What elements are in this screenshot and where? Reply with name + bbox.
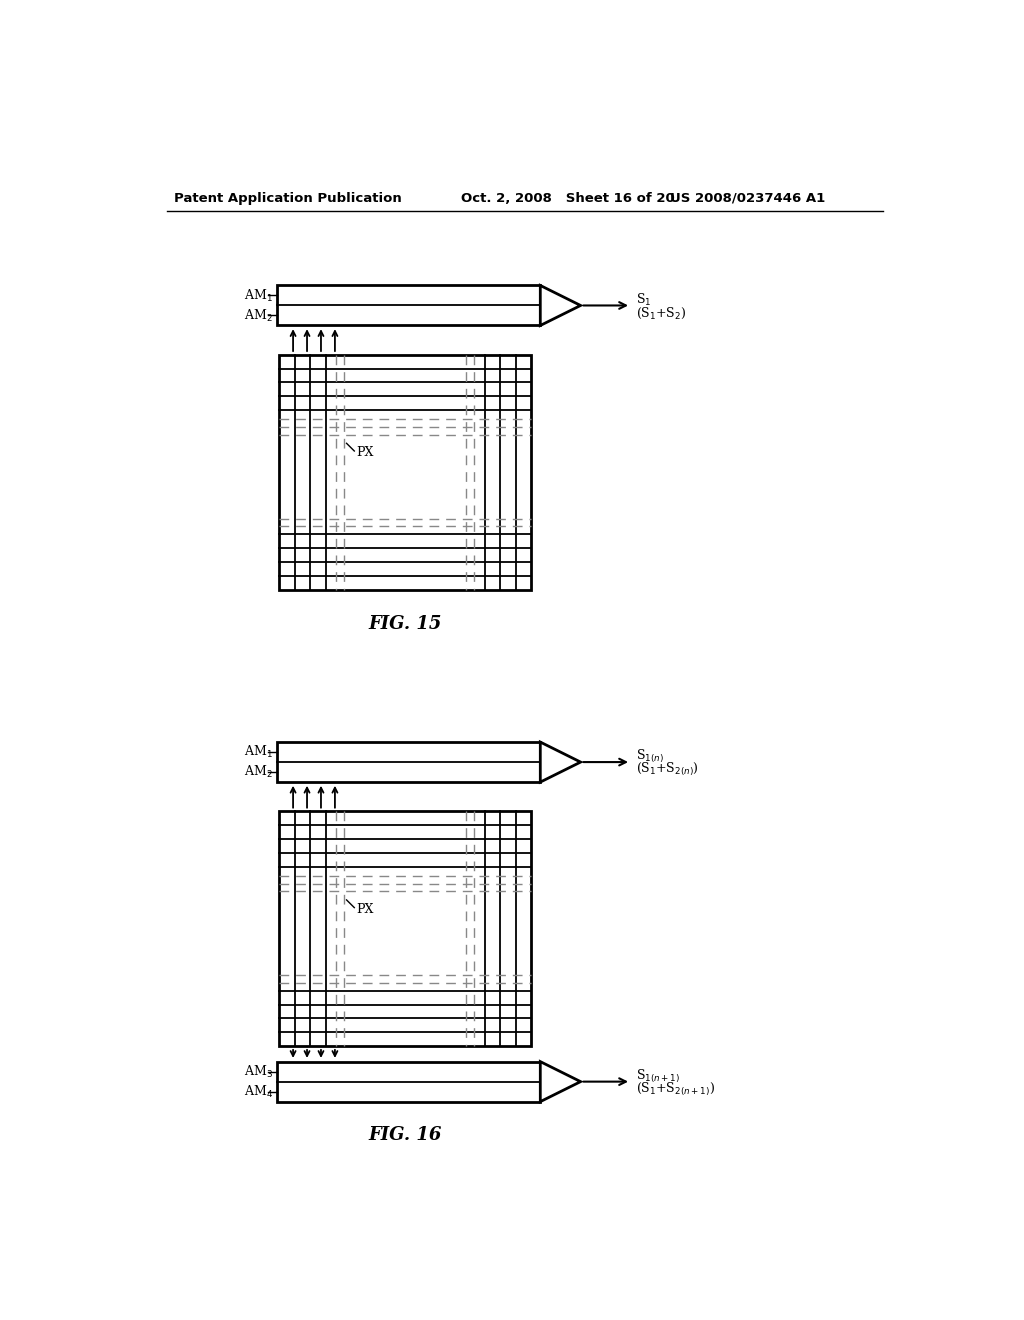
Bar bbox=[276, 1061, 541, 1102]
Text: FIG. 15: FIG. 15 bbox=[369, 615, 441, 634]
Bar bbox=[280, 355, 531, 590]
Text: AM$_3$: AM$_3$ bbox=[244, 1064, 273, 1080]
Text: AM$_2$: AM$_2$ bbox=[245, 308, 273, 323]
Text: S$_1$: S$_1$ bbox=[636, 292, 651, 308]
Text: (S$_1$+S$_{2(n+1)}$): (S$_1$+S$_{2(n+1)}$) bbox=[636, 1081, 715, 1098]
Text: (S$_1$+S$_{2(n)}$): (S$_1$+S$_{2(n)}$) bbox=[636, 762, 698, 779]
Polygon shape bbox=[541, 1061, 581, 1102]
Text: S$_{1(n+1)}$: S$_{1(n+1)}$ bbox=[636, 1068, 680, 1085]
Text: AM$_4$: AM$_4$ bbox=[244, 1084, 273, 1100]
Bar bbox=[276, 742, 541, 781]
Bar bbox=[280, 812, 531, 1047]
Polygon shape bbox=[541, 285, 581, 326]
Text: US 2008/0237446 A1: US 2008/0237446 A1 bbox=[671, 191, 825, 205]
Text: S$_{1(n)}$: S$_{1(n)}$ bbox=[636, 748, 664, 766]
Text: PX: PX bbox=[356, 446, 373, 459]
Text: (S$_1$+S$_2$): (S$_1$+S$_2$) bbox=[636, 305, 686, 321]
Polygon shape bbox=[541, 742, 581, 781]
Text: FIG. 16: FIG. 16 bbox=[369, 1126, 441, 1143]
Text: PX: PX bbox=[356, 903, 373, 916]
Text: AM$_2$: AM$_2$ bbox=[245, 764, 273, 780]
Text: Oct. 2, 2008   Sheet 16 of 20: Oct. 2, 2008 Sheet 16 of 20 bbox=[461, 191, 675, 205]
Bar bbox=[276, 285, 541, 326]
Text: AM$_1$: AM$_1$ bbox=[244, 744, 273, 760]
Text: AM$_1$: AM$_1$ bbox=[244, 288, 273, 304]
Text: Patent Application Publication: Patent Application Publication bbox=[174, 191, 402, 205]
